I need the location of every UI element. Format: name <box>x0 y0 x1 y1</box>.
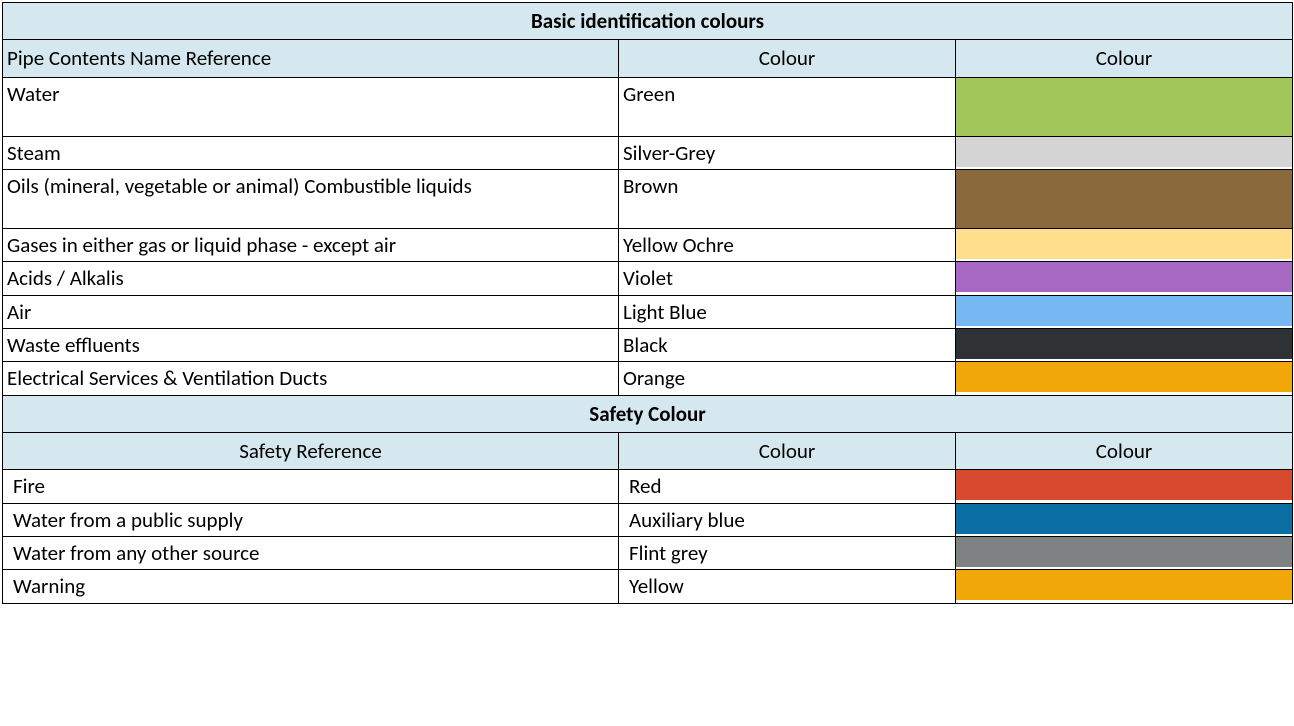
colour-swatch-fill <box>956 504 1292 534</box>
colour-swatch <box>956 470 1293 503</box>
colour-name: Flint grey <box>619 537 956 570</box>
colour-swatch-fill <box>956 329 1292 359</box>
colour-swatch <box>956 262 1293 295</box>
table2-header-col2: Colour <box>619 433 956 470</box>
safety-reference: Warning <box>3 570 619 603</box>
colour-name: Yellow <box>619 570 956 603</box>
colour-name: Auxiliary blue <box>619 503 956 536</box>
table1-body: WaterGreenSteamSilver-GreyOils (mineral,… <box>3 77 1293 395</box>
table1-title: Basic identification colours <box>3 3 1293 40</box>
table-row: FireRed <box>3 470 1293 503</box>
colour-name: Light Blue <box>619 295 956 328</box>
table-row: Oils (mineral, vegetable or animal) Comb… <box>3 170 1293 229</box>
table-row: Gases in either gas or liquid phase - ex… <box>3 229 1293 262</box>
table-row: Water from a public supplyAuxiliary blue <box>3 503 1293 536</box>
colour-name: Green <box>619 77 956 136</box>
table-row: WarningYellow <box>3 570 1293 603</box>
table1-header-col1: Pipe Contents Name Reference <box>3 40 619 77</box>
table2-title-row: Safety Colour <box>3 395 1293 432</box>
table2-header-col3: Colour <box>956 433 1293 470</box>
table2-header-row: Safety Reference Colour Colour <box>3 433 1293 470</box>
colour-swatch-fill <box>956 262 1292 292</box>
colour-swatch-fill <box>956 537 1292 567</box>
colour-name: Red <box>619 470 956 503</box>
pipe-contents-name: Electrical Services & Ventilation Ducts <box>3 362 619 395</box>
table-row: Acids / AlkalisViolet <box>3 262 1293 295</box>
table1-header-col3: Colour <box>956 40 1293 77</box>
colour-swatch-fill <box>956 470 1292 500</box>
colour-swatch <box>956 570 1293 603</box>
table-row: WaterGreen <box>3 77 1293 136</box>
colour-swatch <box>956 170 1293 229</box>
colour-swatch-fill <box>956 362 1292 392</box>
colour-name: Silver-Grey <box>619 136 956 169</box>
colour-swatch-fill <box>956 570 1292 600</box>
colour-swatch-fill <box>956 137 1292 167</box>
colour-name: Brown <box>619 170 956 229</box>
table-row: Electrical Services & Ventilation DuctsO… <box>3 362 1293 395</box>
colour-swatch <box>956 537 1293 570</box>
colour-swatch <box>956 503 1293 536</box>
colour-swatch-fill <box>956 296 1292 326</box>
pipe-contents-name: Oils (mineral, vegetable or animal) Comb… <box>3 170 619 229</box>
colour-name: Yellow Ochre <box>619 229 956 262</box>
colour-swatch <box>956 295 1293 328</box>
table1-title-row: Basic identification colours <box>3 3 1293 40</box>
pipe-contents-name: Acids / Alkalis <box>3 262 619 295</box>
table-row: AirLight Blue <box>3 295 1293 328</box>
table2-header-col1: Safety Reference <box>3 433 619 470</box>
pipe-contents-name: Water <box>3 77 619 136</box>
table2-title: Safety Colour <box>3 395 1293 432</box>
table1-header-row: Pipe Contents Name Reference Colour Colo… <box>3 40 1293 77</box>
colour-swatch <box>956 329 1293 362</box>
colour-name: Violet <box>619 262 956 295</box>
colour-swatch-fill <box>956 229 1292 259</box>
colour-swatch <box>956 362 1293 395</box>
colour-name: Black <box>619 329 956 362</box>
safety-reference: Water from any other source <box>3 537 619 570</box>
pipe-contents-name: Air <box>3 295 619 328</box>
identification-colours-table: Basic identification colours Pipe Conten… <box>2 2 1293 604</box>
colour-swatch <box>956 136 1293 169</box>
table2-body: FireRedWater from a public supplyAuxilia… <box>3 470 1293 603</box>
pipe-contents-name: Waste effluents <box>3 329 619 362</box>
table-row: SteamSilver-Grey <box>3 136 1293 169</box>
table1-header-col2: Colour <box>619 40 956 77</box>
colour-swatch <box>956 77 1293 136</box>
colour-name: Orange <box>619 362 956 395</box>
colour-swatch-fill <box>956 78 1292 136</box>
table-row: Water from any other sourceFlint grey <box>3 537 1293 570</box>
safety-reference: Water from a public supply <box>3 503 619 536</box>
pipe-contents-name: Gases in either gas or liquid phase - ex… <box>3 229 619 262</box>
colour-swatch <box>956 229 1293 262</box>
colour-swatch-fill <box>956 170 1292 228</box>
pipe-contents-name: Steam <box>3 136 619 169</box>
table-row: Waste effluentsBlack <box>3 329 1293 362</box>
safety-reference: Fire <box>3 470 619 503</box>
